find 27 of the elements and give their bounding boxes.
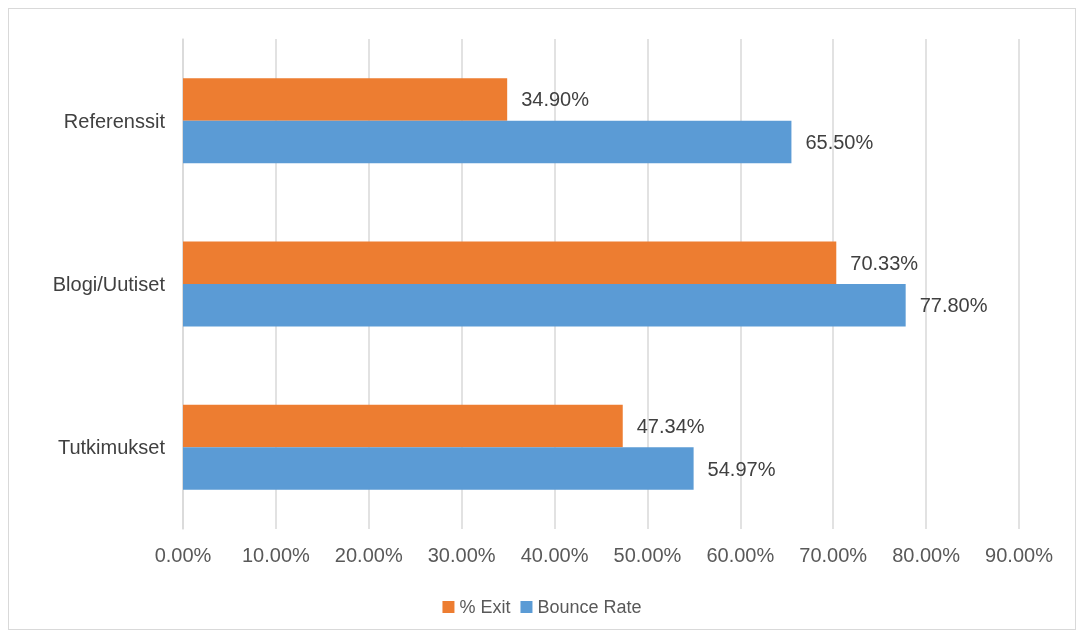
bar (183, 241, 837, 284)
bar (183, 120, 792, 164)
bar (183, 447, 694, 490)
bar (183, 78, 508, 121)
y-tick-label: Referenssit (63, 109, 166, 132)
x-tick-label: 70.00% (799, 544, 868, 566)
x-tick-label: 80.00% (892, 544, 961, 566)
y-tick-label: Tutkimukset (57, 436, 166, 459)
data-label: 65.50% (805, 130, 874, 153)
x-tick-label: 50.00% (613, 544, 682, 566)
x-tick-label: 60.00% (706, 544, 775, 566)
data-label: 47.34% (636, 415, 705, 438)
data-label: 54.97% (707, 457, 776, 480)
y-tick-label: Blogi/Uutiset (52, 273, 166, 295)
legend-label: Bounce Rate (537, 597, 642, 617)
data-label: 34.90% (521, 88, 590, 111)
x-tick-label: 20.00% (334, 544, 403, 566)
x-tick-label: 10.00% (241, 544, 311, 566)
data-label: 70.33% (850, 251, 919, 274)
bar (183, 404, 623, 448)
data-label: 77.80% (919, 294, 988, 317)
bar (183, 284, 906, 327)
x-tick-label: 90.00% (985, 544, 1054, 566)
x-tick-label: 40.00% (520, 544, 589, 566)
x-tick-label: 0.00% (154, 544, 212, 566)
legend-label: % Exit (459, 597, 511, 617)
x-tick-label: 30.00% (427, 544, 496, 566)
